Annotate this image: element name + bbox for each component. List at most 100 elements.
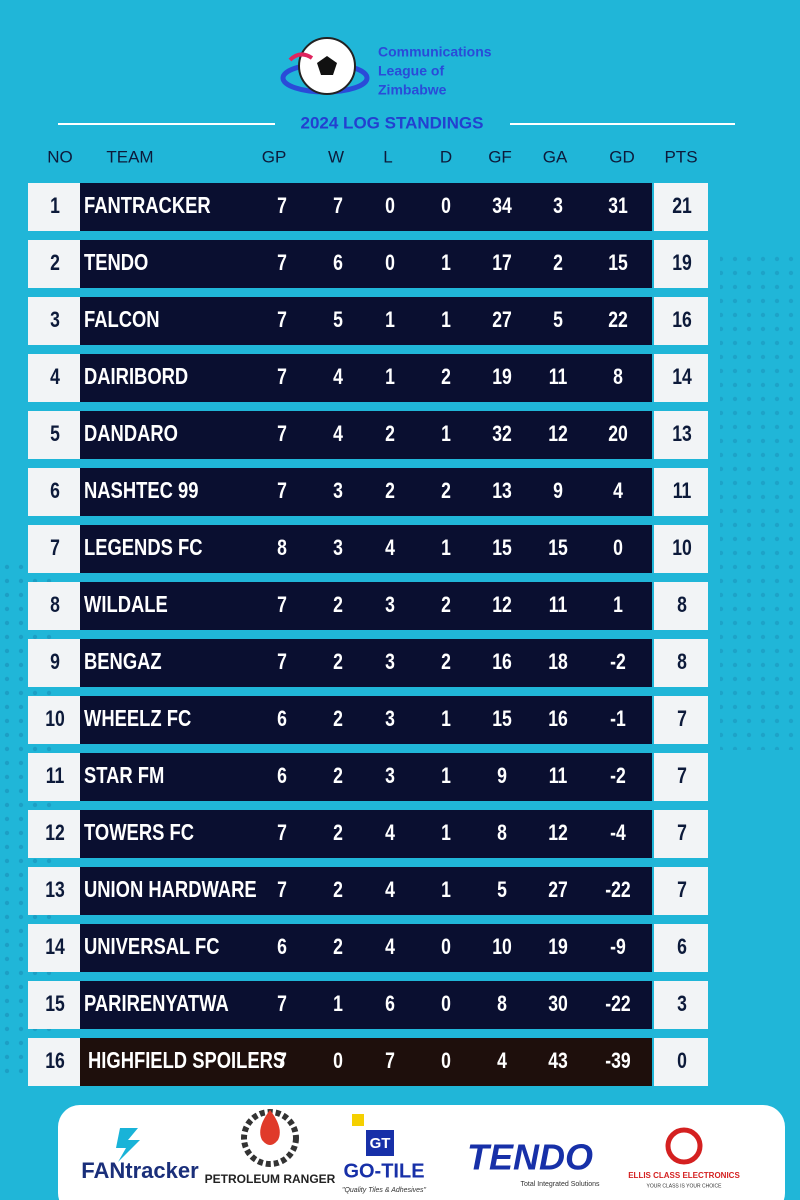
team-name: LEGENDS FC (84, 535, 203, 560)
cell-value: -2 (610, 764, 626, 788)
cell-group: 7 (277, 194, 287, 218)
row-bar (80, 810, 652, 858)
cell-group: 7 (677, 821, 687, 845)
cell-value: 21 (672, 194, 692, 218)
cell-group: UNION HARDWARE (84, 877, 257, 902)
cell-group: 4 (613, 479, 623, 503)
pts-cell (654, 525, 708, 573)
cell-value: 3 (333, 479, 343, 503)
cell-value: 4 (385, 821, 395, 845)
row-bar (80, 525, 652, 573)
cell-value: 19 (672, 251, 692, 275)
cell-group: UNIVERSAL FC (84, 934, 220, 959)
cell-group: 8 (497, 992, 507, 1016)
cell-group: 2 (441, 593, 451, 617)
flame-icon (260, 1110, 280, 1145)
cell-group: 7 (277, 1049, 287, 1073)
cell-value: 0 (385, 251, 395, 275)
cell-value: 27 (548, 878, 568, 902)
cell-value: 0 (441, 1049, 451, 1073)
cell-value: -22 (605, 878, 630, 902)
cell-group: HIGHFIELD SPOILERS (88, 1048, 285, 1073)
team-name: UNION HARDWARE (84, 877, 257, 902)
cell-group: -9 (610, 935, 626, 959)
row-bar (80, 183, 652, 231)
cell-value: 4 (50, 365, 60, 389)
cell-value: 8 (497, 821, 507, 845)
cell-value: 2 (333, 878, 343, 902)
cell-group: PARIRENYATWA (84, 991, 229, 1016)
cell-value: 5 (50, 422, 60, 446)
cell-group: TOWERS FC (84, 820, 194, 845)
cell-value: 2 (441, 593, 451, 617)
cell-group: 3 (385, 707, 395, 731)
cell-value: 5 (553, 308, 563, 332)
cell-value: 12 (492, 593, 512, 617)
cell-value: 5 (497, 878, 507, 902)
cell-group: 16 (45, 1049, 65, 1073)
cell-group: 43 (548, 1049, 568, 1073)
cell-value: 22 (608, 308, 628, 332)
sponsor-name: GO-TILE (343, 1160, 424, 1182)
cell-group: 12 (548, 422, 568, 446)
cell-group: 2 (441, 650, 451, 674)
cell-value: 13 (492, 479, 512, 503)
sponsor-tagline: Total Integrated Solutions (521, 1181, 600, 1188)
cell-value: -1 (610, 707, 626, 731)
cell-group: 0 (677, 1049, 687, 1073)
cell-group: STAR FM (84, 763, 164, 788)
column-header: GD (609, 147, 635, 166)
rank-cell (28, 240, 80, 288)
cell-value: 14 (45, 935, 65, 959)
cell-value: 1 (50, 194, 60, 218)
cell-value: 4 (613, 479, 623, 503)
cell-group: 1 (441, 422, 451, 446)
cell-value: 7 (277, 878, 287, 902)
gotile-box (366, 1130, 394, 1156)
cell-value: 0 (333, 1049, 343, 1073)
cell-value: 7 (277, 479, 287, 503)
cell-value: 18 (548, 650, 568, 674)
cell-value: -9 (610, 935, 626, 959)
cell-group: 14 (45, 935, 65, 959)
cell-group: 7 (50, 536, 60, 560)
cell-group: 7 (385, 1049, 395, 1073)
cell-group: 30 (548, 992, 568, 1016)
column-header: GF (488, 147, 512, 166)
cell-value: 4 (385, 878, 395, 902)
cell-group: 32 (492, 422, 512, 446)
cell-group: 15 (45, 992, 65, 1016)
cell-group: 34 (492, 194, 512, 218)
rank-cell (28, 354, 80, 402)
org-line: League of (378, 63, 444, 79)
cell-value: 3 (50, 308, 60, 332)
rank-cell (28, 981, 80, 1029)
row-bar (80, 981, 652, 1029)
gotile-mark: GT (370, 1135, 391, 1152)
cell-group: 10 (672, 536, 692, 560)
cell-value: 2 (333, 935, 343, 959)
cell-group: 3 (333, 479, 343, 503)
cell-group: 20 (608, 422, 628, 446)
cell-group: 0 (441, 1049, 451, 1073)
cell-value: 31 (608, 194, 628, 218)
cell-group: 4 (385, 878, 395, 902)
cell-group: 7 (277, 878, 287, 902)
cell-group: 6 (277, 764, 287, 788)
org-line: Zimbabwe (378, 82, 447, 98)
sponsor-name: TENDO (467, 1137, 593, 1178)
cell-group: DAIRIBORD (84, 364, 188, 389)
cell-value: 1 (441, 251, 451, 275)
team-name: TOWERS FC (84, 820, 194, 845)
cell-value: 7 (277, 650, 287, 674)
cell-value: 8 (50, 593, 60, 617)
cell-group: 11 (549, 365, 568, 389)
cell-value: 8 (277, 536, 287, 560)
rank-cell (28, 639, 80, 687)
cell-value: 11 (549, 593, 568, 617)
cell-group: 2 (333, 764, 343, 788)
cell-group: 3 (385, 593, 395, 617)
rank-cell (28, 582, 80, 630)
cell-group: 7 (277, 650, 287, 674)
